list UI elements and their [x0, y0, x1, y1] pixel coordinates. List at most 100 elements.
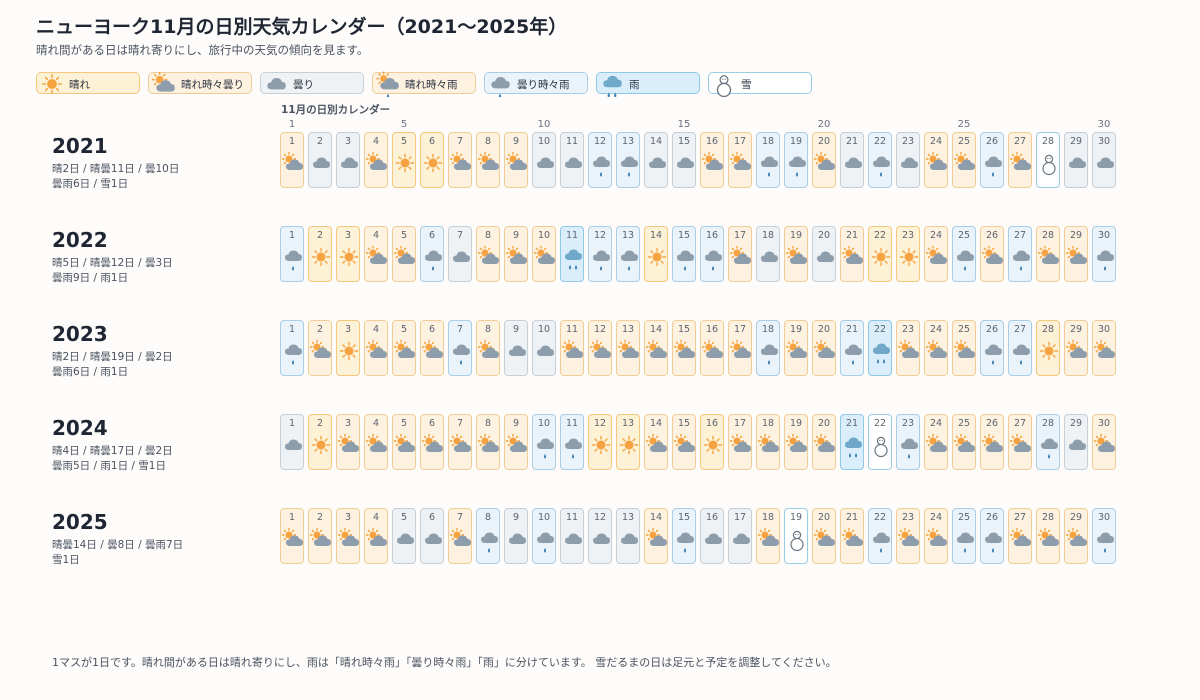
- day-cell-2024-4: 4: [364, 414, 388, 470]
- sunny-cloudy-icon: [645, 339, 667, 358]
- day-cell-2022-2: 2: [308, 226, 332, 282]
- day-cell-2025-30: 30: [1092, 508, 1116, 564]
- sunny-cloudy-icon: [505, 433, 527, 452]
- sunny-icon: [647, 247, 667, 267]
- day-cell-2023-21: 21: [840, 320, 864, 376]
- sunny-cloudy-icon: [309, 339, 331, 358]
- day-cell-2021-26: 26: [980, 132, 1004, 188]
- day-cell-2021-29: 29: [1064, 132, 1088, 188]
- sunny-cloudy-icon: [477, 245, 499, 264]
- day-number: 16: [705, 324, 719, 335]
- day-cell-2021-9: 9: [504, 132, 528, 188]
- day-cell-2024-2: 2: [308, 414, 332, 470]
- day-number: 6: [428, 512, 436, 523]
- day-number: 9: [512, 418, 520, 429]
- day-number: 18: [761, 418, 775, 429]
- day-cell-2025-17: 17: [728, 508, 752, 564]
- day-cell-2023-26: 26: [980, 320, 1004, 376]
- year-stats-line: 曇雨5日 / 雨1日 / 雪1日: [52, 460, 166, 472]
- day-number: 15: [677, 230, 691, 241]
- day-cell-2021-19: 19: [784, 132, 808, 188]
- cloudy-rain-icon: [425, 250, 442, 271]
- day-cell-2021-24: 24: [924, 132, 948, 188]
- day-cell-2023-15: 15: [672, 320, 696, 376]
- day-cell-2023-22: 22: [868, 320, 892, 376]
- day-number: 14: [649, 324, 663, 335]
- sunny-cloudy-icon: [729, 433, 751, 452]
- day-number: 29: [1069, 512, 1083, 523]
- day-cell-2022-28: 28: [1036, 226, 1060, 282]
- cloudy-rain-icon: [593, 250, 610, 271]
- day-cell-2025-26: 26: [980, 508, 1004, 564]
- day-cell-2022-6: 6: [420, 226, 444, 282]
- sunny-cloudy-icon: [533, 245, 555, 264]
- day-cell-2024-19: 19: [784, 414, 808, 470]
- cloudy-rain-icon: [1013, 250, 1030, 271]
- cloudy-rain-icon: [761, 156, 778, 177]
- day-number: 24: [929, 324, 943, 335]
- day-cell-2022-27: 27: [1008, 226, 1032, 282]
- day-cell-2022-5: 5: [392, 226, 416, 282]
- day-number: 23: [901, 230, 915, 241]
- day-number: 9: [512, 136, 520, 147]
- day-number: 5: [400, 418, 408, 429]
- day-cell-2022-26: 26: [980, 226, 1004, 282]
- day-cell-2023-29: 29: [1064, 320, 1088, 376]
- day-number: 7: [456, 512, 464, 523]
- day-number: 19: [789, 418, 803, 429]
- cloudy-rain-icon: [1097, 250, 1114, 271]
- year-stats-line: 曇雨6日 / 雪1日: [52, 178, 129, 190]
- calendar-label: 11月の日別カレンダー: [281, 104, 391, 116]
- day-cell-2022-30: 30: [1092, 226, 1116, 282]
- day-number: 25: [957, 136, 971, 147]
- sunny-icon: [339, 341, 359, 361]
- day-number: 13: [621, 324, 635, 335]
- snow-icon: [716, 75, 732, 97]
- day-cell-2025-22: 22: [868, 508, 892, 564]
- day-number: 1: [288, 136, 296, 147]
- year-stats: 晴2日 / 晴曇19日 / 曇2日 曇雨6日 / 雨1日: [52, 350, 173, 380]
- day-cell-2025-23: 23: [896, 508, 920, 564]
- day-number: 14: [649, 512, 663, 523]
- day-tick: 5: [400, 119, 408, 130]
- day-number: 28: [1041, 418, 1055, 429]
- day-cell-2024-8: 8: [476, 414, 500, 470]
- year-label: 2023: [52, 322, 108, 346]
- sunny-cloudy-icon: [729, 245, 751, 264]
- day-number: 19: [789, 136, 803, 147]
- day-number: 12: [593, 230, 607, 241]
- sunny-cloudy-icon: [673, 433, 695, 452]
- day-cell-2025-13: 13: [616, 508, 640, 564]
- day-cell-2021-28: 28: [1036, 132, 1060, 188]
- day-cell-2024-14: 14: [644, 414, 668, 470]
- day-number: 21: [845, 136, 859, 147]
- day-cell-2023-14: 14: [644, 320, 668, 376]
- sunny-cloudy-icon: [701, 151, 723, 170]
- day-number: 18: [761, 512, 775, 523]
- day-number: 20: [817, 418, 831, 429]
- sunny-icon: [311, 247, 331, 267]
- day-number: 4: [372, 418, 380, 429]
- day-number: 5: [400, 512, 408, 523]
- sunny-cloudy-icon: [1037, 245, 1059, 264]
- cloudy-rain-icon: [285, 250, 302, 271]
- cloudy-rain-icon: [677, 532, 694, 553]
- day-cell-2024-16: 16: [700, 414, 724, 470]
- day-number: 2: [316, 324, 324, 335]
- sunny-icon: [899, 247, 919, 267]
- day-number: 29: [1069, 324, 1083, 335]
- day-number: 28: [1041, 136, 1055, 147]
- day-number: 14: [649, 230, 663, 241]
- cloudy-rain-icon: [1041, 438, 1058, 459]
- cloudy-icon: [593, 533, 610, 544]
- day-cell-2025-11: 11: [560, 508, 584, 564]
- year-label: 2024: [52, 416, 108, 440]
- cloudy-icon: [509, 345, 526, 356]
- day-cell-2024-24: 24: [924, 414, 948, 470]
- day-cell-2021-11: 11: [560, 132, 584, 188]
- day-number: 30: [1097, 512, 1111, 523]
- cloudy-rain-icon: [901, 438, 918, 459]
- day-cell-2025-21: 21: [840, 508, 864, 564]
- cloudy-rain-icon: [985, 532, 1002, 553]
- sunny-icon: [339, 247, 359, 267]
